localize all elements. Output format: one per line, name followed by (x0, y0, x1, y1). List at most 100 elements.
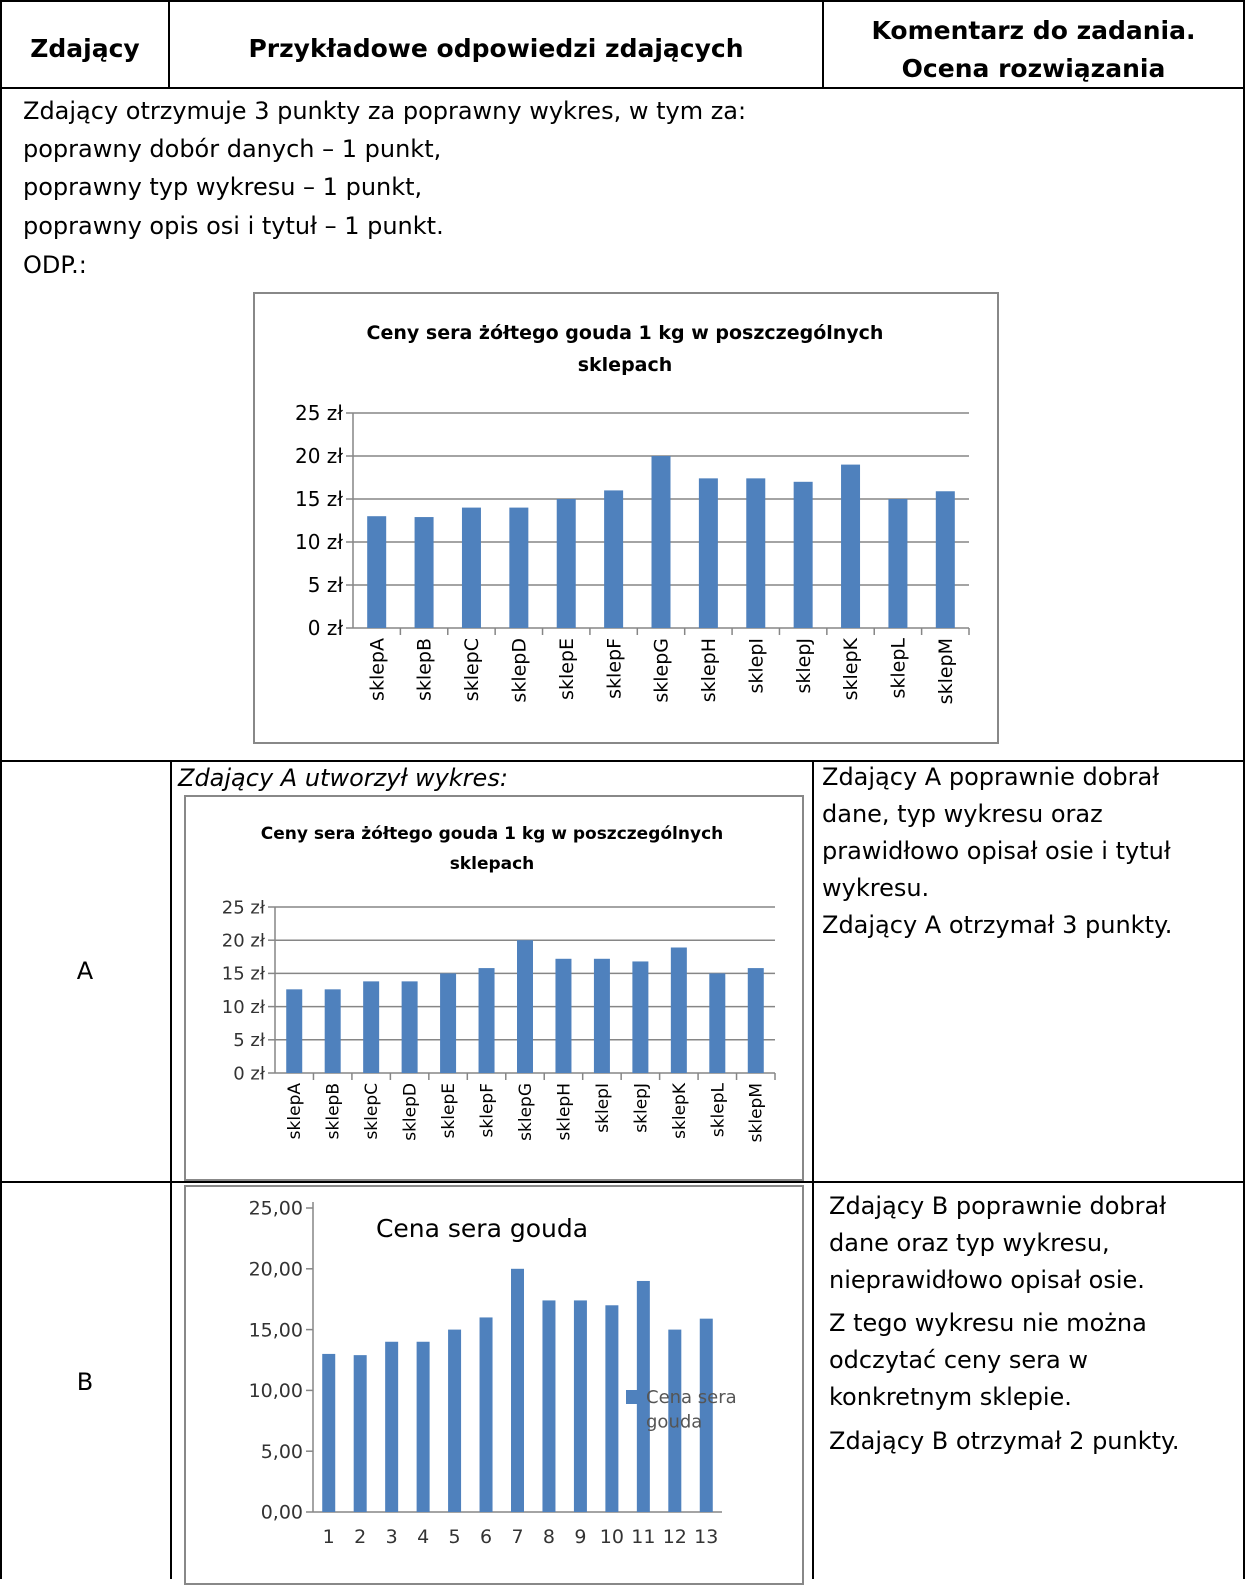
bar (322, 1353, 336, 1512)
bar (363, 981, 380, 1073)
bar (324, 989, 341, 1073)
x-tick-label: sklepJ (793, 638, 815, 694)
x-tick-label: sklepM (935, 638, 957, 704)
y-tick-label: 20,00 (249, 1258, 303, 1280)
bar (698, 478, 718, 628)
bar (793, 481, 813, 628)
x-tick-label: sklepJ (631, 1083, 651, 1133)
x-tick-label: sklepL (888, 638, 910, 699)
x-tick-label: sklepA (285, 1083, 305, 1140)
y-tick-label: 5 zł (308, 573, 344, 597)
y-tick-label: 0,00 (261, 1502, 303, 1524)
table-border-top (0, 0, 1245, 2)
header-komentarz-line2: Ocena rozwiązania (901, 54, 1166, 83)
bar (668, 1329, 682, 1512)
x-tick-label: 2 (354, 1526, 366, 1548)
x-tick-label: 9 (574, 1526, 586, 1548)
chart-a: Ceny sera żółtego gouda 1 kg w poszczegó… (222, 824, 776, 1142)
legend-label-line1: Cena sera (646, 1387, 737, 1408)
bar (479, 1317, 493, 1512)
x-tick-label: 11 (631, 1526, 655, 1548)
rows-col2-divider (812, 761, 814, 1579)
bar (414, 517, 434, 628)
chart-title-line: Ceny sera żółtego gouda 1 kg w poszczegó… (261, 824, 724, 844)
bar (440, 973, 457, 1073)
bar (604, 490, 624, 628)
row-a-comment-1: Zdający A poprawnie dobrał (822, 763, 1160, 791)
bar (448, 1329, 462, 1512)
y-tick-label: 10,00 (249, 1380, 303, 1402)
row-b-comment-2: dane oraz typ wykresu, (829, 1229, 1110, 1257)
bar (385, 1341, 399, 1512)
bar (556, 499, 576, 628)
x-tick-label: 13 (694, 1526, 718, 1548)
header-komentarz: Komentarz do zadania. Ocena rozwiązania (824, 12, 1243, 88)
row-b-comment-3: nieprawidłowo opisał osie. (829, 1266, 1145, 1294)
row-a-comment-3: prawidłowo opisał osie i tytuł (822, 837, 1171, 865)
bar (353, 1355, 367, 1512)
chart-title-line: Ceny sera żółtego gouda 1 kg w poszczegó… (367, 322, 884, 344)
x-tick-label: 5 (449, 1526, 461, 1548)
x-tick-label: 3 (386, 1526, 398, 1548)
bar (841, 464, 861, 628)
bar (605, 1305, 619, 1512)
intro-divider (0, 760, 1245, 762)
row-b-comment-7: Zdający B otrzymał 2 punkty. (829, 1427, 1180, 1455)
x-tick-label: sklepC (362, 1083, 382, 1140)
bar (632, 961, 649, 1073)
bar (416, 1341, 430, 1512)
x-tick-label: 12 (663, 1526, 687, 1548)
row-b-comment-5: odczytać ceny sera w (829, 1346, 1088, 1374)
row-a-label: A (76, 957, 94, 985)
bar (367, 516, 387, 628)
chart-title-line: sklepach (450, 854, 535, 874)
row-b-comment-1: Zdający B poprawnie dobrał (829, 1192, 1167, 1220)
y-tick-label: 10 zł (295, 530, 343, 554)
x-tick-label: 8 (543, 1526, 555, 1548)
x-tick-label: sklepD (401, 1083, 421, 1141)
x-tick-label: sklepC (461, 638, 483, 701)
header-komentarz-line1: Komentarz do zadania. (871, 16, 1196, 45)
x-tick-label: sklepB (324, 1083, 344, 1139)
x-tick-label: sklepG (516, 1083, 536, 1141)
row-a-caption: Zdający A utworzył wykres: (178, 764, 508, 792)
bar (517, 940, 533, 1073)
header-przykladowe-odpowiedzi: Przykładowe odpowiedzi zdających (248, 34, 744, 63)
intro-line-4: poprawny opis osi i tytuł – 1 punkt. (23, 212, 444, 240)
y-tick-label: 20 zł (295, 444, 343, 468)
bar (542, 1300, 556, 1512)
x-tick-label: sklepG (651, 638, 673, 703)
chart-title: Cena sera gouda (376, 1214, 588, 1243)
x-tick-label: sklepE (439, 1083, 459, 1138)
x-tick-label: sklepM (747, 1083, 767, 1142)
y-tick-label: 0 zł (233, 1063, 266, 1084)
intro-line-2: poprawny dobór danych – 1 punkt, (23, 135, 442, 163)
bar (709, 973, 726, 1073)
y-tick-label: 5,00 (261, 1441, 303, 1463)
y-tick-label: 20 zł (222, 931, 266, 952)
bar (636, 1280, 650, 1512)
x-tick-label: 10 (600, 1526, 624, 1548)
legend-swatch (626, 1390, 640, 1404)
y-tick-label: 5 zł (233, 1030, 266, 1051)
header-col2-divider (822, 0, 824, 88)
y-tick-label: 10 zł (222, 997, 266, 1018)
bar (651, 456, 671, 628)
x-tick-label: sklepH (554, 1083, 574, 1140)
header-zdajacy: Zdający (30, 34, 140, 63)
bar (573, 1300, 587, 1512)
table-border-left (0, 0, 2, 1579)
header-col1-divider (168, 0, 170, 88)
x-tick-label: sklepF (603, 638, 625, 699)
x-tick-label: sklepH (698, 638, 720, 702)
intro-line-3: poprawny typ wykresu – 1 punkt, (23, 173, 423, 201)
bar (401, 981, 418, 1073)
bar (555, 958, 572, 1073)
chart-b: Cena sera gouda0,005,0010,0015,0020,0025… (249, 1198, 737, 1548)
intro-line-5: ODP.: (23, 251, 87, 279)
row-a-comment-5: Zdający A otrzymał 3 punkty. (822, 911, 1173, 939)
x-tick-label: sklepF (477, 1083, 497, 1137)
chart-odp-frame: Ceny sera żółtego gouda 1 kg w poszczegó… (253, 292, 999, 744)
bar (746, 478, 766, 628)
x-tick-label: sklepE (556, 638, 578, 700)
